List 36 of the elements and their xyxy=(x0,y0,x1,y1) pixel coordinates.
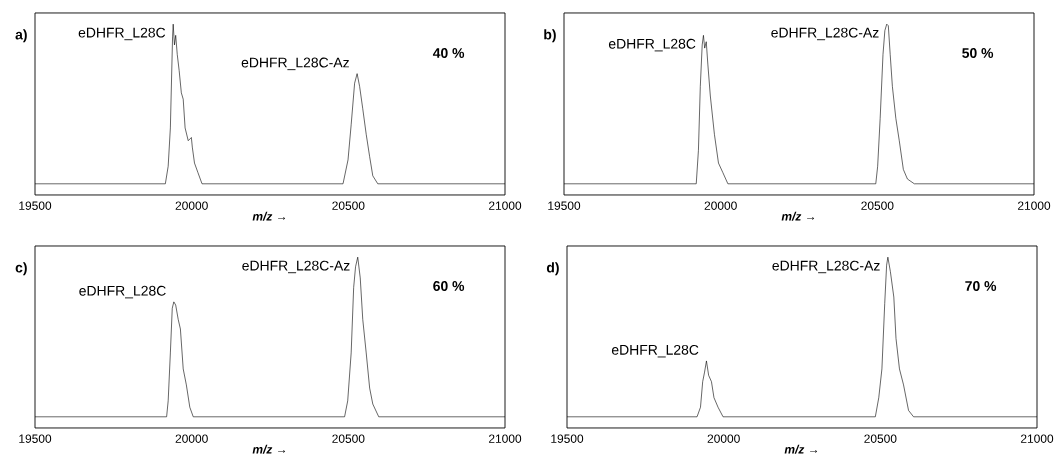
annotation: 70 % xyxy=(965,281,997,291)
chart-title: c) xyxy=(15,262,27,276)
x-tick-label: 21000 xyxy=(488,434,522,443)
annotation: 40 % xyxy=(432,48,465,58)
x-tick-label: 21000 xyxy=(1020,434,1054,443)
annotation: 60 % xyxy=(433,281,465,291)
x-tick-label: 19500 xyxy=(19,201,52,210)
annotation: 50 % xyxy=(962,48,994,58)
x-tick-label: 20000 xyxy=(175,434,208,443)
chart-title: d) xyxy=(546,262,559,276)
annotation: eDHFR_L28C xyxy=(611,344,699,358)
x-tick-label: 20500 xyxy=(332,434,365,443)
x-tick-label: 19500 xyxy=(19,434,52,443)
x-tick-label: 20500 xyxy=(332,201,365,210)
annotation: eDHFR_L28C-Az xyxy=(241,57,349,71)
annotation: eDHFR_L28C-Az xyxy=(771,27,879,41)
x-tick-label: 20000 xyxy=(175,201,208,210)
x-tick-label: 20500 xyxy=(864,434,897,443)
x-tick-label: 19500 xyxy=(551,434,584,443)
x-axis-title: m/z → xyxy=(252,444,286,454)
x-axis-title: m/z → xyxy=(781,211,815,221)
annotation: eDHFR_L28C xyxy=(608,38,696,52)
x-tick-label: 21000 xyxy=(488,201,522,210)
annotation: eDHFR_L28C xyxy=(79,285,166,299)
annotation: eDHFR_L28C xyxy=(78,27,166,41)
annotation: eDHFR_L28C-Az xyxy=(772,260,880,274)
x-tick-label: 19500 xyxy=(548,201,581,210)
x-axis-title: m/z → xyxy=(252,211,286,221)
x-axis-title: m/z → xyxy=(784,444,818,454)
x-tick-label: 20500 xyxy=(861,201,894,210)
x-tick-label: 20000 xyxy=(707,434,740,443)
chart-title: a) xyxy=(15,29,27,43)
annotation: eDHFR_L28C-Az xyxy=(242,260,350,274)
chart-title: b) xyxy=(544,29,556,43)
x-tick-label: 21000 xyxy=(1017,201,1051,210)
x-tick-label: 20000 xyxy=(704,201,737,210)
